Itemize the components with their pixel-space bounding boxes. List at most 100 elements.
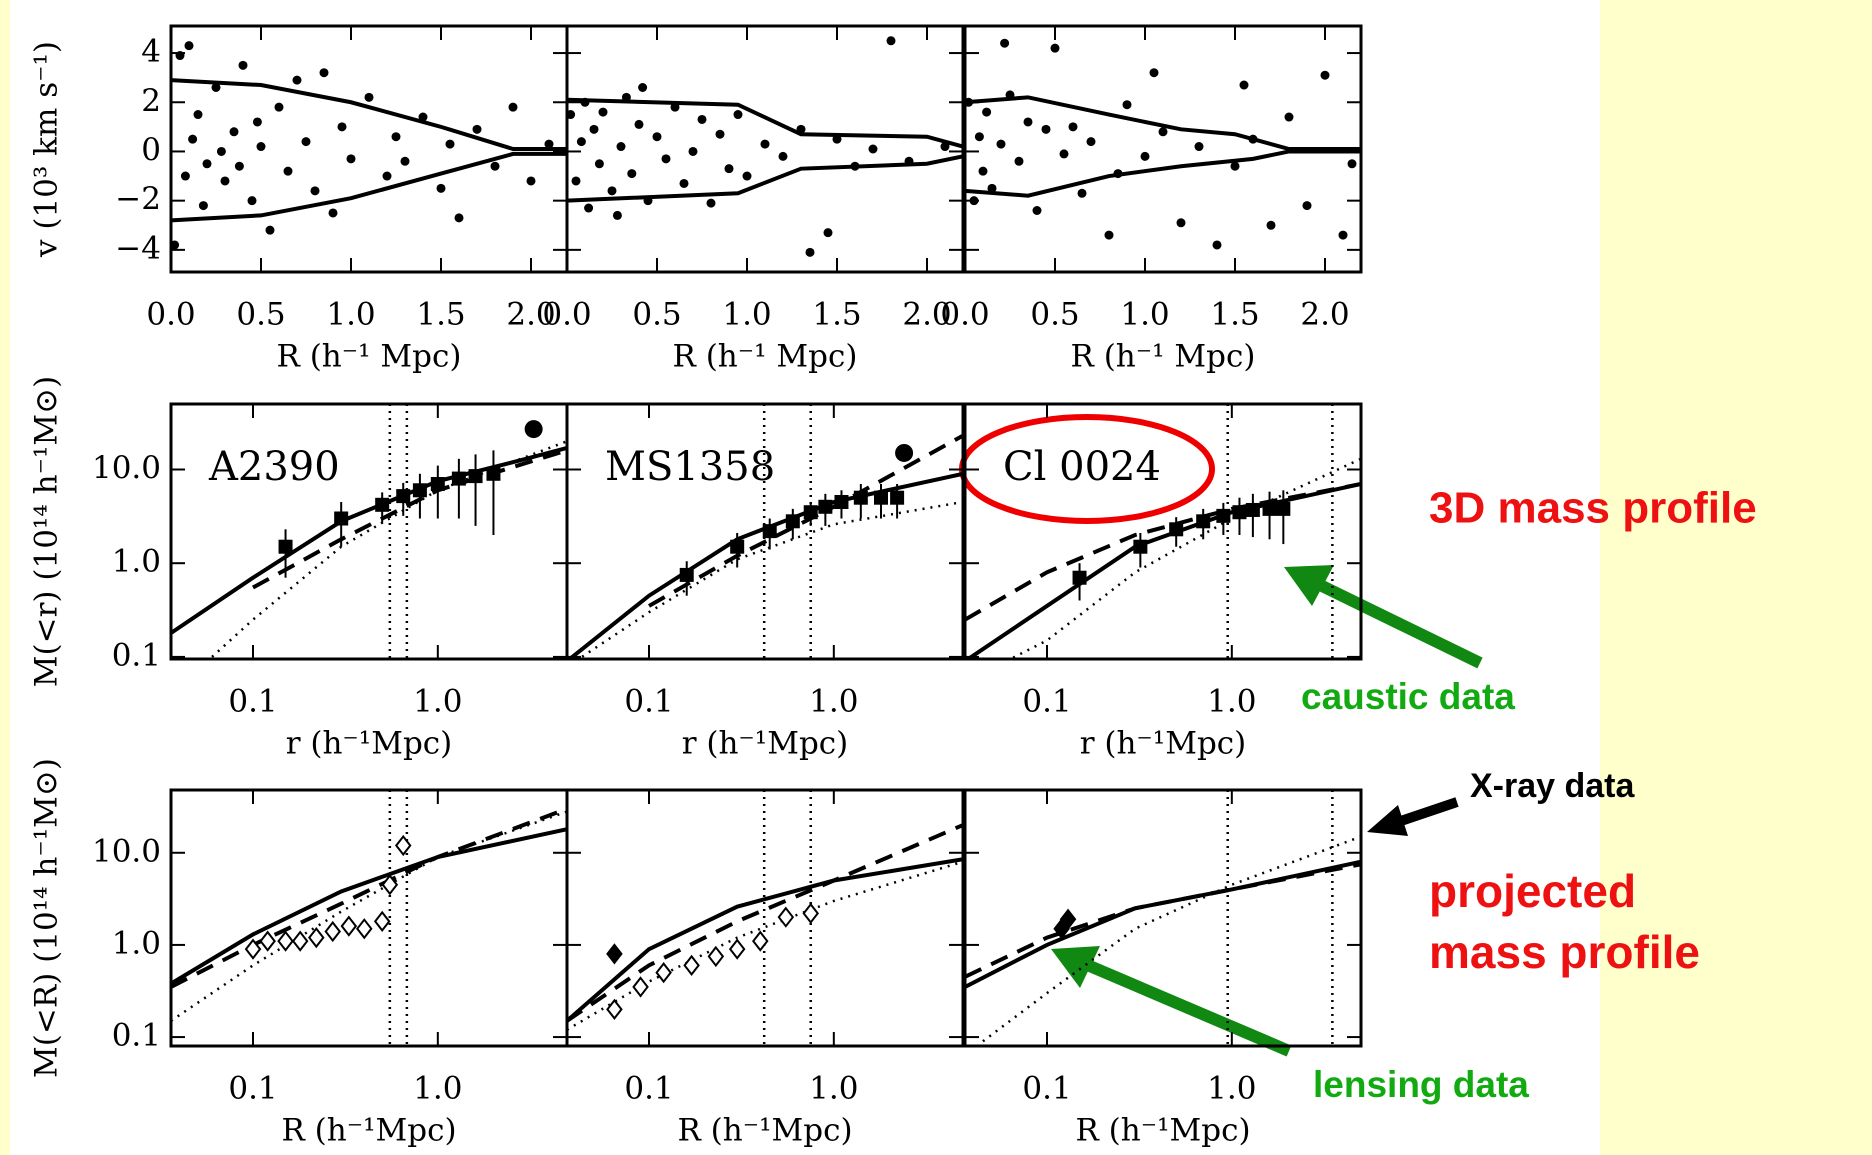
scatter-point <box>1041 124 1051 134</box>
cluster-label: A2390 <box>208 444 340 490</box>
scatter-point <box>1149 68 1159 78</box>
marks <box>567 36 963 257</box>
x-tick-label: 0.1 <box>228 1071 277 1107</box>
data-point <box>679 567 694 582</box>
scatter-point <box>319 68 329 78</box>
scatter-point <box>346 154 356 164</box>
plot-frame <box>565 24 965 274</box>
scatter-point <box>198 201 208 211</box>
cluster-label: Cl 0024 <box>1003 444 1161 490</box>
y-tick-label: 0.1 <box>112 637 161 673</box>
scatter-point <box>1266 220 1276 230</box>
data-point <box>606 943 623 965</box>
scatter-point <box>188 134 198 144</box>
data-point <box>334 511 349 526</box>
annotation: lensing data <box>1313 1064 1529 1105</box>
scatter-point <box>301 137 311 147</box>
arrow-shaft <box>1082 958 1292 1057</box>
panel: 0.1 1.0 r (h⁻¹Mpc) MS1358 <box>565 402 965 762</box>
data-point <box>430 477 445 492</box>
data-point <box>1169 522 1184 537</box>
scatter-point <box>823 228 833 238</box>
arrow-head <box>1284 565 1334 606</box>
scatter-point <box>638 83 648 92</box>
data-point <box>412 483 427 498</box>
data-point <box>853 490 868 505</box>
marks <box>567 404 963 659</box>
x-axis-label: r (h⁻¹Mpc) <box>286 726 453 762</box>
scatter-point <box>567 110 576 120</box>
arrow-shaft <box>1393 797 1459 828</box>
x-tick-label: 1.0 <box>809 684 858 720</box>
y-tick-label: 10.0 <box>92 450 161 486</box>
scatter-point <box>571 176 581 186</box>
scatter-point <box>996 139 1006 149</box>
data-point <box>728 938 746 960</box>
scatter-point <box>526 176 536 186</box>
data-point <box>632 976 649 998</box>
scatter-point <box>589 124 599 134</box>
x-tick-label: 2.0 <box>1300 297 1349 333</box>
y-tick-label: −2 <box>115 181 161 217</box>
curve <box>567 823 963 1023</box>
scatter-point <box>211 83 221 92</box>
scatter-point <box>216 146 226 156</box>
curve <box>965 95 1361 151</box>
scatter-point <box>256 142 266 152</box>
scatter-point <box>1005 90 1015 100</box>
scatter-point <box>1000 38 1010 48</box>
x-tick-label: 1.0 <box>722 297 771 333</box>
curve <box>965 149 1361 198</box>
scatter-point <box>965 97 974 107</box>
data-point <box>394 834 412 857</box>
scatter-point <box>796 124 806 134</box>
data-point <box>834 494 849 509</box>
x-tick-label: 0.1 <box>1022 684 1071 720</box>
scatter-point <box>1347 159 1357 169</box>
scatter-point <box>688 146 698 156</box>
curve <box>171 806 567 989</box>
scatter-point <box>580 97 590 107</box>
y-tick-label: −4 <box>115 230 161 266</box>
scatter-point <box>679 178 689 188</box>
x-axis-label: r (h⁻¹Mpc) <box>682 726 849 762</box>
scatter-point <box>616 142 626 152</box>
data-point <box>291 930 309 952</box>
y-tick-label: 0 <box>141 132 161 168</box>
scatter-point <box>400 156 410 166</box>
scatter-point <box>621 92 631 102</box>
marks <box>567 790 963 1046</box>
scatter-point <box>171 240 180 250</box>
data-point <box>1276 501 1291 516</box>
data-point <box>752 930 769 952</box>
curve <box>965 482 1361 622</box>
x-axis-label: R (h⁻¹ Mpc) <box>673 339 858 375</box>
scatter-point <box>670 102 680 112</box>
data-point <box>1262 501 1277 516</box>
x-axis-label: r (h⁻¹Mpc) <box>1080 726 1247 762</box>
data-point <box>683 954 700 976</box>
data-point <box>1245 502 1260 517</box>
scatter-point <box>715 129 725 139</box>
plot-frame <box>963 788 1363 1048</box>
scatter-point <box>1176 218 1186 228</box>
cluster-label: MS1358 <box>605 444 775 490</box>
x-tick-label: 1.0 <box>413 684 462 720</box>
curve <box>171 78 567 151</box>
curve <box>171 151 567 223</box>
scatter-point <box>634 119 644 129</box>
scatter-point <box>184 41 194 51</box>
scatter-point <box>508 102 518 112</box>
y-tick-label: 4 <box>141 34 161 70</box>
data-point <box>707 945 725 968</box>
x-tick-label: 0.5 <box>632 297 681 333</box>
data-point <box>785 514 800 529</box>
scatter-point <box>265 225 275 235</box>
scatter-point <box>1320 70 1330 80</box>
panel: 0.1 1.0 r (h⁻¹Mpc) Cl 0024 <box>963 402 1363 762</box>
scatter-point <box>987 183 997 193</box>
x-tick-label: 1.0 <box>1207 684 1256 720</box>
y-tick-label: 10.0 <box>92 833 161 869</box>
x-tick-label: 0.5 <box>236 297 285 333</box>
